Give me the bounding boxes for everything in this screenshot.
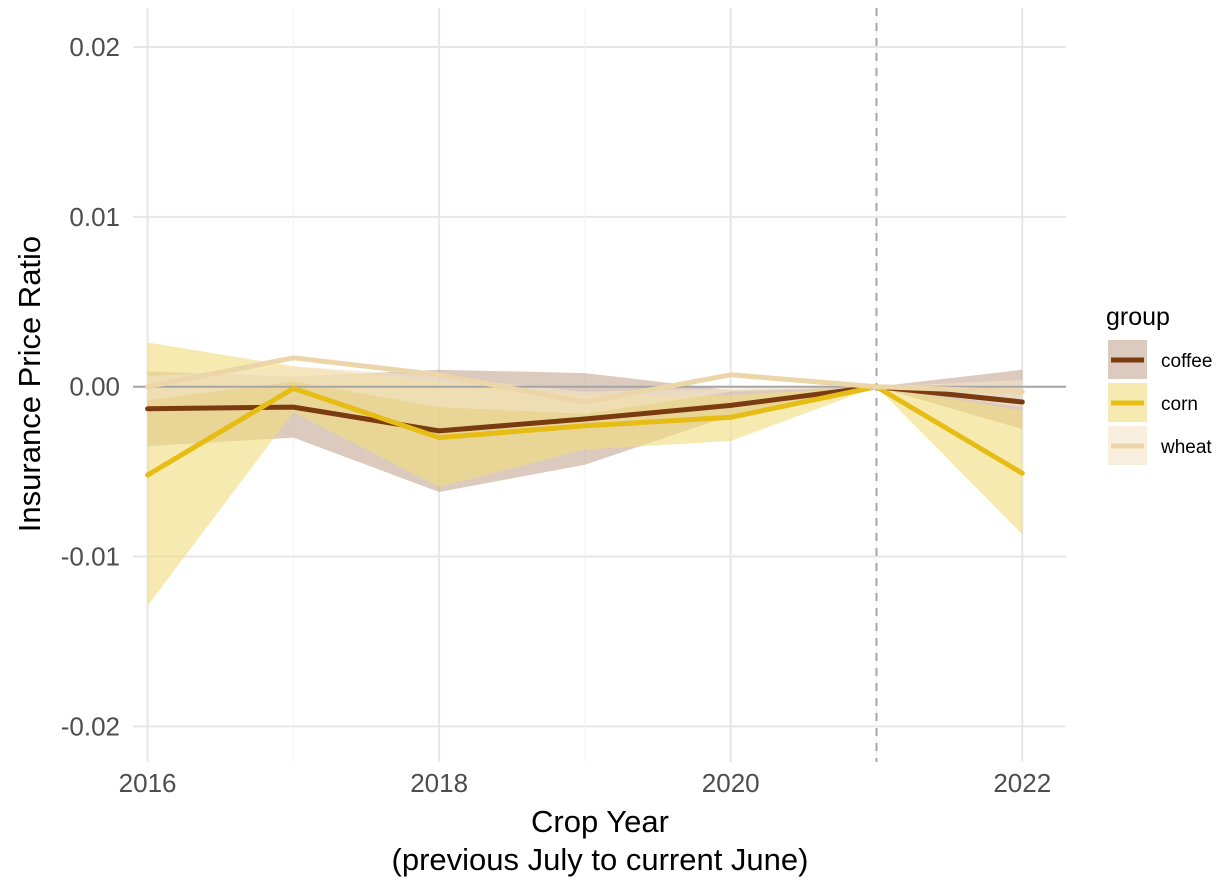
y-tick-label-0.02: 0.02 bbox=[69, 32, 120, 62]
legend-label-coffee: coffee bbox=[1161, 351, 1212, 372]
y-axis-title: Insurance Price Ratio bbox=[12, 236, 47, 532]
y-tick-label-0.01: 0.01 bbox=[69, 202, 120, 232]
y-tick-label-0.00: 0.00 bbox=[69, 372, 120, 402]
y-tick-label--0.01: -0.01 bbox=[61, 542, 120, 572]
y-axis-tick-labels: -0.02 -0.01 0.00 0.01 0.02 bbox=[61, 32, 120, 741]
x-tick-label-2020: 2020 bbox=[702, 768, 760, 798]
y-tick-label--0.02: -0.02 bbox=[61, 711, 120, 741]
legend-item-corn: corn bbox=[1108, 383, 1198, 422]
x-axis-tick-labels: 2016 2018 2020 2022 bbox=[119, 768, 1052, 798]
line-wheat bbox=[145, 355, 1025, 405]
legend-title: group bbox=[1106, 303, 1170, 331]
x-tick-label-2022: 2022 bbox=[993, 768, 1051, 798]
legend-label-corn: corn bbox=[1161, 394, 1198, 415]
legend-item-wheat: wheat bbox=[1108, 426, 1212, 465]
band-wheat bbox=[147, 366, 1023, 414]
x-axis-title: Crop Year bbox=[531, 804, 669, 839]
x-tick-label-2016: 2016 bbox=[119, 768, 177, 798]
x-axis-subtitle: (previous July to current June) bbox=[392, 842, 809, 877]
series-lines bbox=[145, 355, 1025, 478]
legend-label-wheat: wheat bbox=[1160, 437, 1212, 458]
legend-item-coffee: coffee bbox=[1108, 340, 1212, 379]
x-tick-label-2018: 2018 bbox=[410, 768, 468, 798]
band-corn bbox=[147, 342, 1023, 606]
legend-items: coffee corn wheat bbox=[1108, 340, 1212, 465]
legend: group coffee corn wheat bbox=[1106, 303, 1212, 465]
